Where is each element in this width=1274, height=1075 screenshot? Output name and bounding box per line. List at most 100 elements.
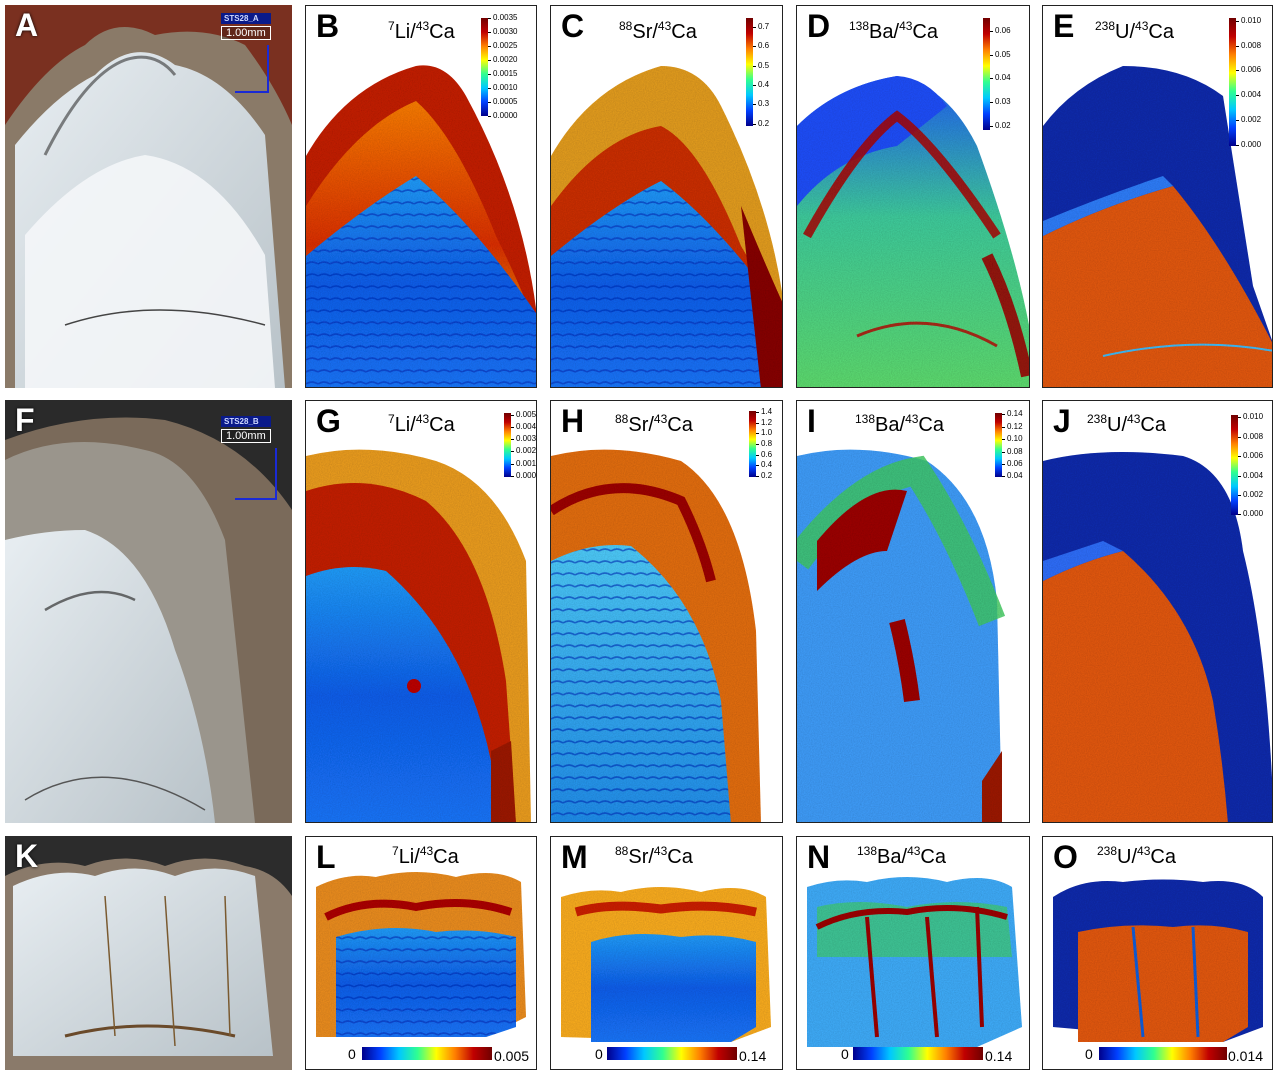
colorbar-tick: 0.005 [510,409,537,419]
colorbar-tick: 0.12 [1002,421,1023,431]
colorbar-tick: 0.02 [990,120,1011,130]
colorbar: 0.14 0.12 0.10 0.08 0.06 0.04 [995,409,1029,481]
panel-letter: B [316,8,340,44]
panel-letter: F [15,402,35,438]
colorbar [362,1047,492,1060]
ba-map-i [797,449,1006,822]
colorbar-tick: 0.008 [1235,40,1262,50]
panel-h-sr-map: H 88Sr/43Ca 1.4 1.2 1.0 0.8 0.6 0.4 0.2 [550,400,783,823]
colorbar-tick: 0.010 [1235,15,1262,25]
colorbar-tick: 0.001 [510,458,537,468]
ratio-label: 138Ba/43Ca [849,19,938,43]
colorbar-tick: 0.002 [510,446,537,456]
colorbar: 0.010 0.008 0.006 0.004 0.002 0.000 [1229,15,1271,149]
scale-length: 1.00mm [221,429,271,443]
colorbar-tick: 0.0010 [487,82,518,92]
ratio-label: 88Sr/43Ca [615,412,693,436]
colorbar-max: 0.14 [739,1048,767,1064]
panel-c-sr-map: C 88Sr/43Ca 0.7 0.6 0.5 0.4 0.3 0.2 [550,5,783,388]
panel-letter: N [807,839,831,875]
colorbar-min: 0 [841,1046,849,1062]
colorbar-tick: 0.2 [755,470,773,480]
colorbar-tick: 0.3 [752,99,770,109]
panel-g-li-map: G 7Li/43Ca 0.005 0.004 0.003 0.002 0.001… [305,400,537,823]
colorbar [607,1047,737,1060]
colorbar-tick: 0.008 [1237,431,1264,441]
colorbar-tick: 0.0015 [487,68,518,78]
panel-m-sr-map: M 88Sr/43Ca 0 0.14 [550,836,783,1070]
colorbar-tick: 1.0 [755,428,773,438]
colorbar-tick: 0.0020 [487,55,518,65]
colorbar: 0.06 0.05 0.04 0.03 0.02 [983,18,1027,130]
colorbar-tick: 0.002 [1237,490,1264,499]
ratio-label: 138Ba/43Ca [857,844,946,868]
li-map-b [306,65,536,387]
panel-letter: A [15,7,39,43]
scale-length: 1.00mm [221,26,271,40]
colorbar-tick: 0.14 [1002,409,1023,419]
panel-letter: O [1053,839,1078,875]
ratio-label: 7Li/43Ca [388,19,455,43]
colorbar-tick: 0.2 [752,118,770,128]
colorbar [853,1047,983,1060]
panel-letter: E [1053,8,1075,44]
colorbar-tick: 0.010 [1237,412,1264,421]
sr-map-h [551,449,761,822]
panel-letter: C [561,8,585,44]
colorbar-tick: 0.10 [1002,434,1023,444]
scale-bar: STS28_A 1.00mm [221,13,271,40]
colorbar-tick: 0.006 [1235,65,1262,75]
u-map-e [1043,66,1272,387]
colorbar-tick: 0.7 [752,21,770,31]
colorbar-tick: 0.8 [755,439,773,448]
panel-i-ba-map: I 138Ba/43Ca 0.14 0.12 0.10 0.08 0.06 0.… [796,400,1030,823]
panel-k-photo: K [5,836,292,1070]
panel-f-photo: F STS28_B 1.00mm [5,400,292,823]
colorbar-tick: 0.0025 [487,41,518,51]
colorbar-tick: 0.0030 [487,27,518,36]
colorbar-tick: 0.002 [1235,115,1262,125]
tooth-photo-k [5,836,292,1070]
colorbar-tick: 0.08 [1002,446,1023,456]
colorbar-tick: 0.003 [510,434,537,444]
sr-map-m [561,887,771,1042]
ratio-label: 88Sr/43Ca [619,19,697,43]
panel-letter: D [807,8,831,44]
colorbar-tick: 0.04 [990,73,1011,83]
colorbar-max: 0.005 [494,1048,530,1064]
panel-letter: J [1053,403,1071,439]
colorbar-tick: 0.4 [752,79,770,89]
panel-letter: I [807,403,816,439]
ratio-label: 7Li/43Ca [388,412,455,436]
colorbar-max: 0.014 [1228,1048,1264,1064]
colorbar: 0.010 0.008 0.006 0.004 0.002 0.000 [1231,412,1271,518]
panel-d-ba-map: D 138Ba/43Ca 0.06 0.05 0.04 0.03 0.02 [796,5,1030,388]
colorbar: 1.4 1.2 1.0 0.8 0.6 0.4 0.2 [749,408,781,480]
colorbar-tick: 0.004 [1235,90,1262,100]
colorbar-tick: 0.004 [1237,470,1264,480]
colorbar-tick: 0.04 [1002,471,1023,481]
li-map-g [306,449,531,822]
panel-letter: H [561,403,585,439]
colorbar: 0.7 0.6 0.5 0.4 0.3 0.2 [746,18,782,128]
ratio-label: 88Sr/43Ca [615,844,693,868]
scale-line [235,45,269,93]
colorbar-tick: 0.6 [755,449,773,459]
colorbar-min: 0 [348,1046,356,1062]
colorbar-tick: 0.6 [752,41,770,51]
scale-bar: STS28_B 1.00mm [221,416,271,443]
u-map-o [1053,879,1263,1042]
sample-id: STS28_B [221,416,271,427]
ba-map-d [797,76,1029,387]
panel-j-u-map: J 238U/43Ca 0.010 0.008 0.006 0.004 0.00… [1042,400,1273,823]
colorbar-max: 0.14 [985,1048,1013,1064]
colorbar-tick: 0.000 [1235,139,1262,149]
colorbar-tick: 0.06 [1002,459,1023,469]
panel-n-ba-map: N 138Ba/43Ca 0 0.14 [796,836,1030,1070]
colorbar-tick: 0.006 [1237,451,1264,460]
u-map-j [1043,452,1272,822]
panel-a-photo: A STS28_A 1.00mm [5,5,292,388]
colorbar-tick: 0.004 [510,422,537,432]
sr-map-c [551,66,782,387]
panel-o-u-map: O 238U/43Ca 0 0.014 [1042,836,1273,1070]
